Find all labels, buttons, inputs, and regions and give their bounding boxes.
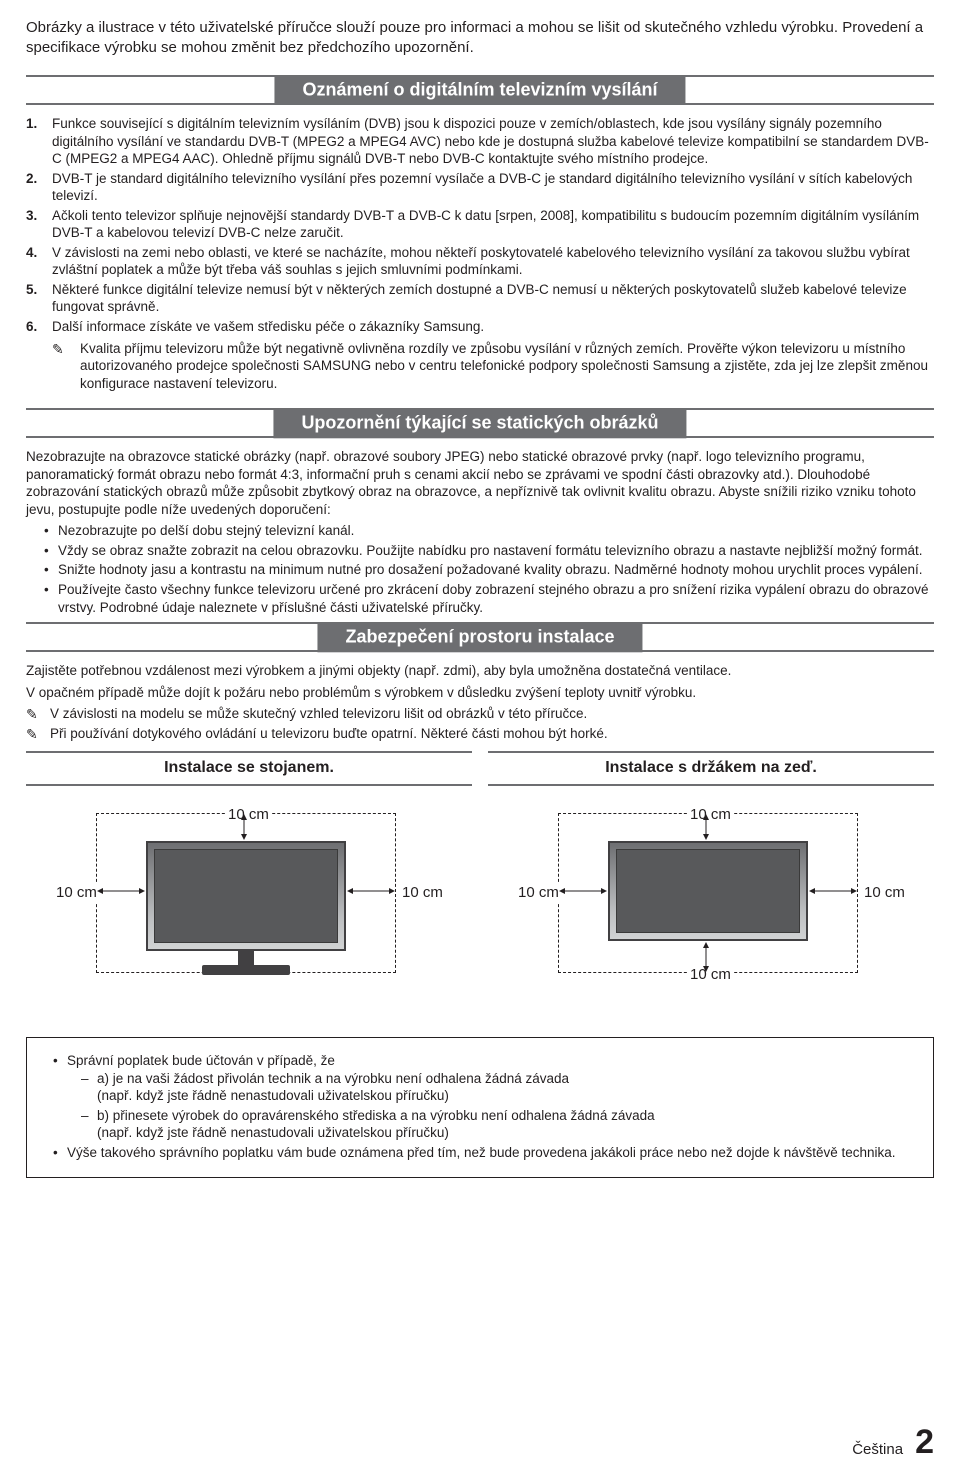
install-diagram-wall: 10 cm 10 cm 10 cm 10 cm (488, 787, 934, 997)
banner-static-title: Upozornění týkající se statických obrázk… (273, 409, 686, 438)
fee-a-ex: (např. když jste řádně nenastudovali uži… (97, 1087, 925, 1105)
static-bullet: Vždy se obraz snažte zobrazit na celou o… (44, 542, 934, 560)
dvb-item: Další informace získáte ve vašem středis… (52, 319, 484, 334)
dvb-note: Kvalita příjmu televizoru může být negat… (52, 340, 934, 393)
install-head-wall: Instalace s držákem na zeď. (488, 754, 934, 783)
install-para2: V opačném případě může dojít k požáru ne… (26, 684, 934, 702)
banner-static: Upozornění týkající se statických obrázk… (26, 408, 934, 438)
dvb-item: Některé funkce digitální televize nemusí… (52, 282, 907, 315)
dvb-item: Funkce související s digitálním televizn… (52, 116, 929, 166)
fee-b-ex: (např. když jste řádně nenastudovali uži… (97, 1124, 925, 1142)
dvb-list: 1.Funkce související s digitálním televi… (26, 115, 934, 336)
dim-arrows (26, 787, 472, 997)
static-para: Nezobrazujte na obrazovce statické obráz… (26, 448, 934, 518)
fee-line2: Výše takového správního poplatku vám bud… (53, 1144, 925, 1162)
install-col-stand: Instalace se stojanem. 10 cm 10 cm 10 cm (26, 750, 472, 997)
install-note1: V závislosti na modelu se může skutečný … (26, 705, 934, 723)
fee-a: a) je na vaši žádost přivolán technik a … (97, 1071, 569, 1086)
install-col-wall: Instalace s držákem na zeď. 10 cm 10 cm … (488, 750, 934, 997)
footer-lang: Čeština (852, 1440, 903, 1460)
static-bullet: Snižte hodnoty jasu a kontrastu na minim… (44, 561, 934, 579)
static-bullets: Nezobrazujte po delší dobu stejný televi… (44, 522, 934, 616)
dim-arrows (488, 787, 934, 997)
install-diagram-stand: 10 cm 10 cm 10 cm (26, 787, 472, 997)
dvb-item: Ačkoli tento televizor splňuje nejnovějš… (52, 208, 919, 241)
page-footer: Čeština 2 (852, 1425, 934, 1459)
banner-install: Zabezpečení prostoru instalace (26, 622, 934, 652)
banner-dvb-title: Oznámení o digitálním televizním vysílán… (274, 75, 685, 104)
intro-text: Obrázky a ilustrace v této uživatelské p… (26, 18, 934, 57)
fee-b: b) přinesete výrobek do opravárenského s… (97, 1108, 655, 1123)
fee-box: Správní poplatek bude účtován v případě,… (26, 1037, 934, 1178)
dvb-item: DVB-T je standard digitálního televizníh… (52, 171, 912, 204)
banner-dvb: Oznámení o digitálním televizním vysílán… (26, 75, 934, 105)
install-head-stand: Instalace se stojanem. (26, 754, 472, 783)
install-row: Instalace se stojanem. 10 cm 10 cm 10 cm (26, 750, 934, 997)
install-para1: Zajistěte potřebnou vzdálenost mezi výro… (26, 662, 934, 680)
footer-page: 2 (915, 1425, 934, 1459)
banner-install-title: Zabezpečení prostoru instalace (317, 622, 642, 651)
static-bullet: Používejte často všechny funkce televizo… (44, 581, 934, 616)
dvb-item: V závislosti na zemi nebo oblasti, ve kt… (52, 245, 910, 278)
fee-line1: Správní poplatek bude účtován v případě,… (67, 1053, 335, 1068)
install-note2: Při používání dotykového ovládání u tele… (26, 725, 934, 743)
static-bullet: Nezobrazujte po delší dobu stejný televi… (44, 522, 934, 540)
